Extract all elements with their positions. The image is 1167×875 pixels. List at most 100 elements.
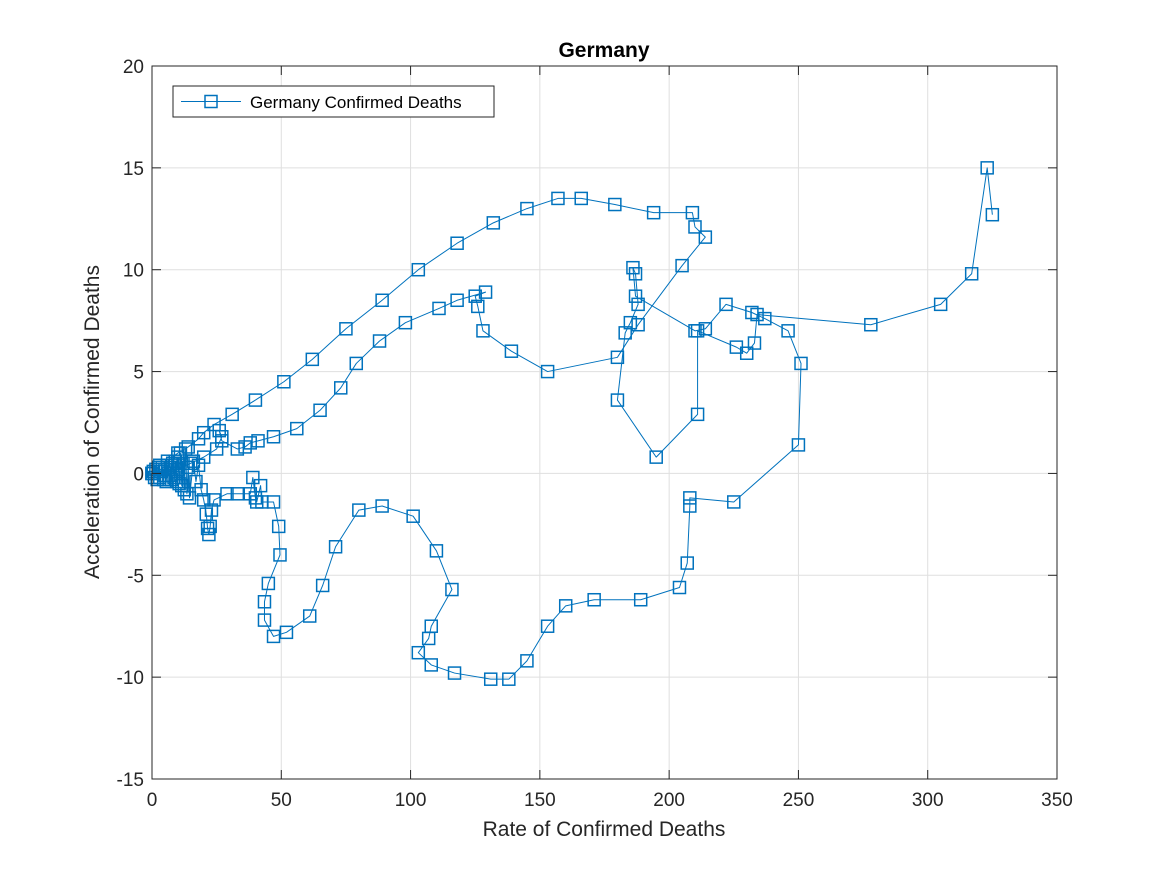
legend-marker-sample bbox=[204, 94, 218, 109]
data-point-marker bbox=[186, 454, 201, 468]
y-tick-label: 20 bbox=[123, 57, 144, 78]
data-point-marker bbox=[558, 599, 573, 613]
data-point-marker bbox=[313, 403, 327, 418]
data-point-marker bbox=[202, 527, 216, 542]
data-point-marker bbox=[184, 456, 198, 470]
data-point-marker bbox=[230, 487, 245, 501]
data-point-marker bbox=[406, 509, 420, 523]
data-point-marker bbox=[683, 491, 697, 505]
x-tick-label: 0 bbox=[147, 790, 158, 811]
data-point-marker bbox=[352, 503, 366, 517]
data-point-marker bbox=[631, 297, 645, 312]
x-tick-label: 350 bbox=[1041, 790, 1073, 811]
data-point-marker bbox=[182, 491, 197, 505]
data-point-marker bbox=[334, 381, 348, 395]
data-point-marker bbox=[750, 307, 764, 322]
data-point-marker bbox=[339, 322, 353, 336]
data-point-marker bbox=[174, 478, 189, 493]
y-tick-label: -15 bbox=[117, 770, 144, 791]
data-point-marker bbox=[194, 482, 208, 497]
data-point-marker bbox=[680, 556, 694, 570]
data-point-marker bbox=[745, 305, 759, 320]
data-point-marker bbox=[266, 430, 281, 444]
data-point-marker bbox=[985, 207, 1000, 222]
data-point-marker bbox=[781, 324, 795, 338]
data-point-marker bbox=[153, 458, 167, 473]
data-point-marker bbox=[279, 625, 294, 640]
x-tick-label: 50 bbox=[271, 790, 292, 811]
y-tick-label: 15 bbox=[123, 159, 144, 180]
data-point-marker bbox=[253, 478, 268, 493]
data-point-marker bbox=[623, 315, 638, 330]
data-point-marker bbox=[266, 629, 281, 644]
data-point-marker bbox=[261, 576, 276, 591]
legend-entry-label: Germany Confirmed Deaths bbox=[250, 93, 462, 112]
data-point-marker bbox=[411, 645, 426, 660]
data-point-marker bbox=[633, 592, 648, 607]
data-point-marker bbox=[177, 482, 192, 497]
data-point-marker bbox=[445, 582, 459, 597]
data-point-marker bbox=[486, 216, 501, 230]
data-point-marker bbox=[478, 285, 493, 299]
data-point-marker bbox=[429, 544, 444, 558]
data-point-marker bbox=[277, 375, 291, 389]
data-point-marker bbox=[450, 236, 464, 250]
data-point-marker bbox=[747, 336, 762, 350]
data-point-marker bbox=[302, 609, 317, 623]
y-axis-label: Acceleration of Confirmed Deaths bbox=[81, 265, 104, 579]
data-point-marker bbox=[375, 499, 389, 513]
data-point-marker bbox=[540, 619, 555, 633]
data-point-marker bbox=[540, 364, 555, 379]
y-tick-label: 10 bbox=[123, 261, 144, 282]
data-point-marker bbox=[424, 658, 439, 672]
data-point-marker bbox=[421, 631, 436, 646]
data-point-marker bbox=[502, 672, 516, 686]
data-point-marker bbox=[608, 197, 622, 212]
axes-box bbox=[151, 65, 1058, 780]
data-point-marker bbox=[791, 438, 806, 452]
data-point-marker bbox=[964, 267, 979, 281]
data-point-marker bbox=[411, 262, 426, 277]
data-point-marker bbox=[864, 317, 878, 332]
data-point-marker bbox=[447, 666, 462, 680]
plot-background bbox=[152, 66, 1057, 779]
data-point-marker bbox=[471, 299, 485, 314]
data-point-marker bbox=[672, 580, 687, 595]
data-point-marker bbox=[450, 293, 464, 308]
data-point-marker bbox=[587, 592, 601, 607]
data-point-marker bbox=[646, 205, 661, 220]
data-point-marker bbox=[628, 267, 643, 281]
data-point-marker bbox=[160, 454, 175, 468]
data-point-marker bbox=[794, 356, 808, 371]
x-axis-label: Rate of Confirmed Deaths bbox=[483, 818, 726, 841]
data-point-marker bbox=[305, 352, 320, 367]
data-point-marker bbox=[504, 344, 519, 358]
data-point-marker bbox=[181, 440, 195, 454]
data-point-marker bbox=[171, 462, 185, 477]
data-point-marker bbox=[980, 161, 994, 175]
data-point-marker bbox=[209, 442, 224, 456]
data-point-marker bbox=[520, 654, 534, 668]
x-tick-label: 200 bbox=[653, 790, 685, 811]
data-point-marker bbox=[273, 548, 287, 562]
data-point-marker bbox=[257, 613, 272, 627]
data-point-marker bbox=[271, 519, 286, 534]
data-point-marker bbox=[698, 322, 713, 336]
data-point-marker bbox=[688, 220, 702, 234]
data-point-marker bbox=[683, 499, 697, 513]
data-point-marker bbox=[349, 356, 364, 371]
data-point-marker bbox=[251, 434, 265, 448]
data-point-marker bbox=[432, 301, 446, 316]
y-tick-label: -10 bbox=[117, 668, 144, 689]
ticks: 0 50 100 150 200 250 300 350 -15 -10 -5 0 5 10 15 20 bbox=[117, 57, 1073, 811]
data-point-marker bbox=[628, 289, 643, 303]
data-point-marker bbox=[230, 442, 245, 456]
x-tick-label: 150 bbox=[524, 790, 556, 811]
data-point-marker bbox=[468, 289, 482, 303]
data-point-marker bbox=[610, 350, 625, 365]
data-point-marker bbox=[158, 468, 172, 483]
data-point-marker bbox=[551, 191, 565, 206]
data-point-marker bbox=[178, 442, 193, 456]
